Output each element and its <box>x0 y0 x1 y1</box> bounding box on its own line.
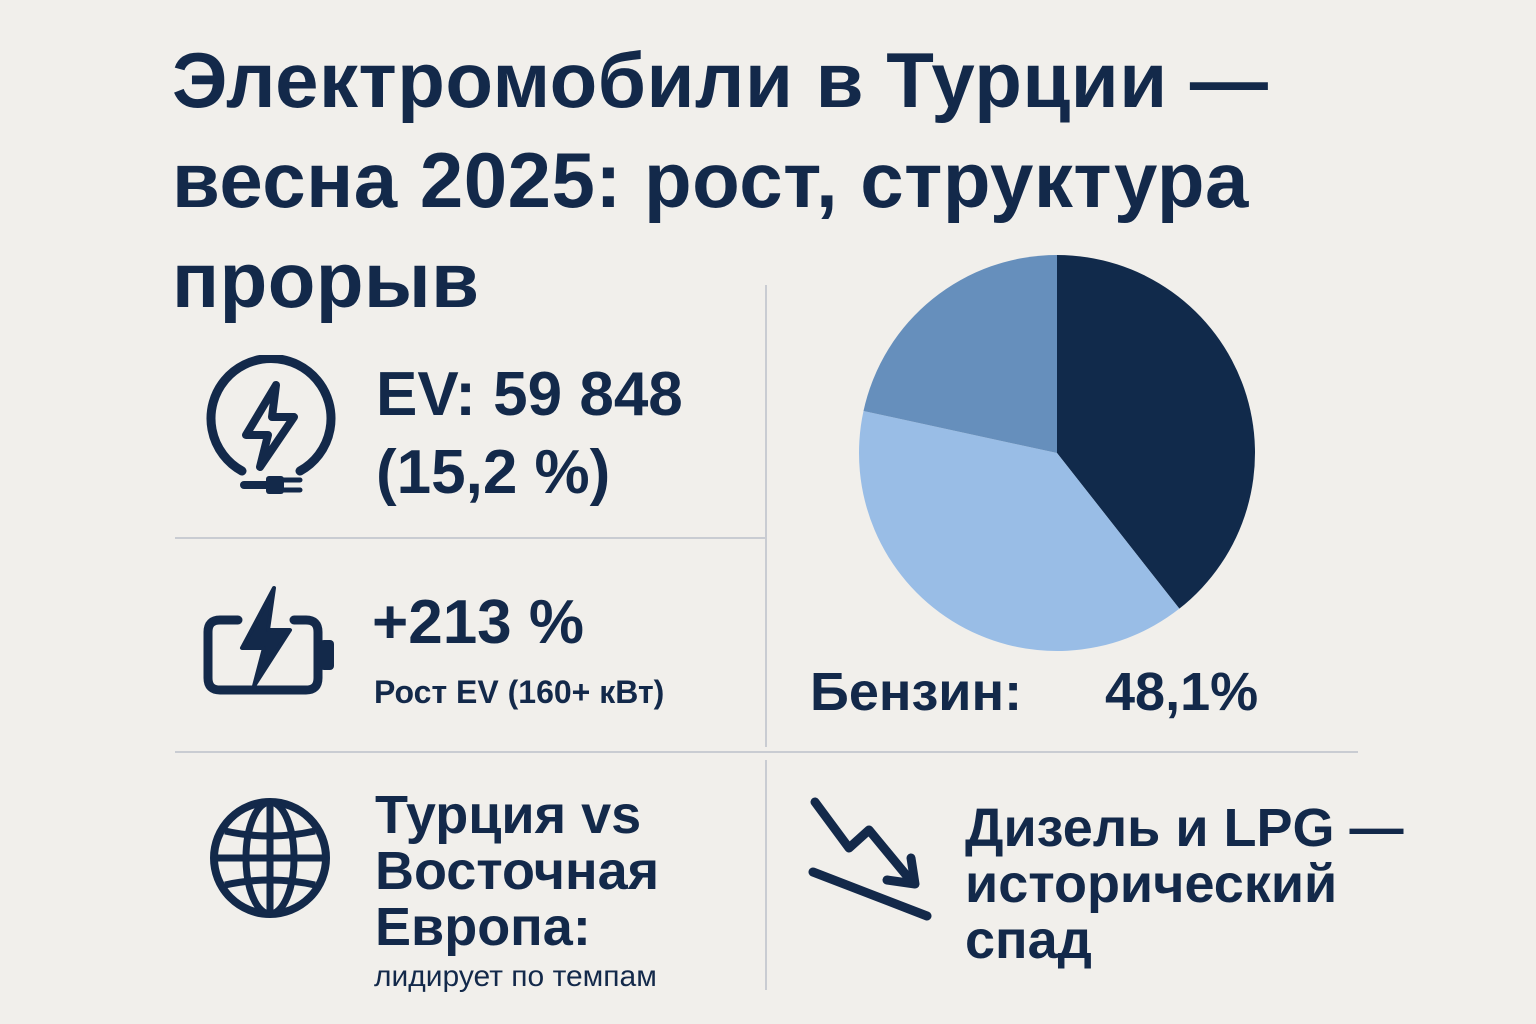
trend-down-icon <box>808 797 932 921</box>
divider-horizontal-1 <box>175 537 767 539</box>
compare-line-2: Восточная <box>375 841 660 901</box>
globe-icon <box>210 798 330 918</box>
title-line-1: Электромобили в Турции — <box>172 36 1269 124</box>
diesel-line-1: Дизель и LPG — <box>965 798 1404 858</box>
fuel-share-pie-chart <box>859 255 1255 651</box>
pie-label: Бензин: <box>810 662 1023 722</box>
pie-slice-1 <box>1057 255 1255 609</box>
charger-plug-icon <box>206 355 336 494</box>
growth-caption: Рост EV (160+ кВт) <box>374 674 665 710</box>
growth-value: +213 % <box>372 588 585 657</box>
ev-share: (15,2 %) <box>376 438 611 507</box>
pie-value: 48,1% <box>1105 662 1259 722</box>
compare-caption: лидирует по темпам <box>374 960 657 993</box>
divider-horizontal-2 <box>175 751 1358 753</box>
page-title: Электромобили в Турции — весна 2025: рос… <box>172 30 1472 330</box>
title-line-3: прорыв <box>172 236 480 324</box>
compare-line-1: Турция vs <box>375 785 642 845</box>
compare-line-3: Европа: <box>375 897 591 957</box>
pie-slice-2 <box>859 411 1180 651</box>
pie-slice-3 <box>863 255 1057 453</box>
divider-vertical-bottom <box>765 760 767 990</box>
diesel-line-3: спад <box>965 910 1092 970</box>
battery-bolt-icon <box>203 586 334 695</box>
title-line-2: весна 2025: рост, структура <box>172 136 1249 224</box>
ev-count: EV: 59 848 <box>376 360 683 429</box>
diesel-line-2: исторический <box>965 854 1338 914</box>
divider-vertical-top <box>765 285 767 747</box>
